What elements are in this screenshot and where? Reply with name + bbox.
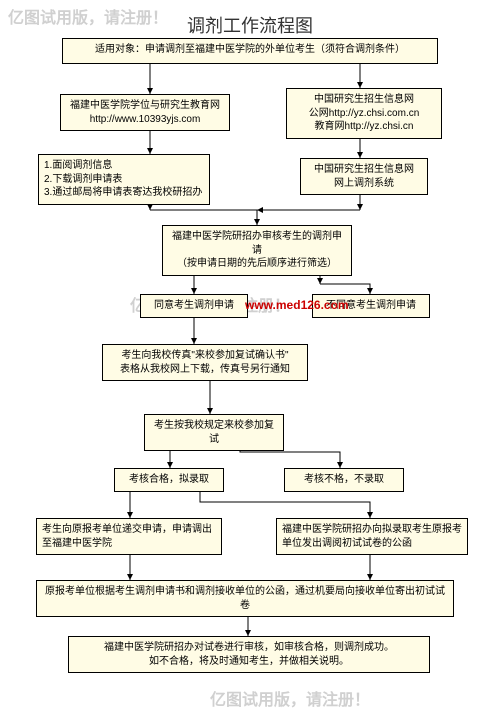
node-text: 考核不格，不录取 — [304, 474, 384, 485]
node-line: 福建中医学院学位与研究生教育网 — [66, 99, 224, 113]
node-reject: 不同意考生调剂申请 — [312, 294, 430, 318]
node-line: 3.通过邮局将申请表寄达我校研招办 — [44, 186, 204, 200]
node-line: 如不合格，将及时通知考生，并做相关说明。 — [74, 655, 424, 669]
node-line: （按申请日期的先后顺序进行筛选） — [168, 257, 346, 271]
node-pass: 考核合格，拟录取 — [114, 468, 224, 492]
node-line: 网上调剂系统 — [306, 177, 422, 191]
node-line: http://www.10393yjs.com — [66, 113, 224, 127]
node-line: 1.面阅调剂信息 — [44, 159, 204, 173]
node-apply-transfer: 考生向原报考单位递交申请，申请调出至福建中医学院 — [36, 518, 222, 555]
node-line: 表格从我校网上下载，传真号另行通知 — [108, 363, 302, 377]
node-line: 公网http://yz.chsi.com.cn — [292, 107, 436, 121]
node-line: 中国研究生招生信息网 — [306, 163, 422, 177]
node-approve: 同意考生调剂申请 — [140, 294, 248, 318]
node-request-papers: 福建中医学院研招办向拟录取考生原报考单位发出调阅初试试卷的公函 — [276, 518, 468, 555]
node-send-papers: 原报考单位根据考生调剂申请书和调剂接收单位的公函，通过机要局向接收单位寄出初试试… — [36, 580, 454, 617]
node-text: 考生按我校规定来校参加复试 — [154, 420, 274, 445]
node-text: 不同意考生调剂申请 — [326, 300, 416, 311]
node-text: 原报考单位根据考生调剂申请书和调剂接收单位的公函，通过机要局向接收单位寄出初试试… — [45, 586, 445, 611]
node-line: 福建中医学院研招办对试卷进行审核，如审核合格，则调剂成功。 — [74, 641, 424, 655]
node-line: 中国研究生招生信息网 — [292, 93, 436, 107]
node-line: 考生向我校传真"来校参加复试确认书" — [108, 349, 302, 363]
node-text: 适用对象：申请调剂至福建中医学院的外单位考生（须符合调剂条件） — [95, 44, 405, 55]
node-retest: 考生按我校规定来校参加复试 — [144, 414, 284, 451]
node-text: 福建中医学院研招办向拟录取考生原报考单位发出调阅初试试卷的公函 — [282, 524, 462, 549]
node-fjtcm-site: 福建中医学院学位与研究生教育网 http://www.10393yjs.com — [60, 94, 230, 131]
node-review: 福建中医学院研招办审核考生的调剂申请 （按申请日期的先后顺序进行筛选） — [162, 225, 352, 276]
node-text: 考生向原报考单位递交申请，申请调出至福建中医学院 — [42, 524, 212, 549]
node-fail: 考核不格，不录取 — [284, 468, 404, 492]
page-title: 调剂工作流程图 — [0, 12, 500, 38]
node-steps: 1.面阅调剂信息 2.下载调剂申请表 3.通过邮局将申请表寄达我校研招办 — [38, 154, 210, 205]
node-text: 考核合格，拟录取 — [129, 474, 209, 485]
node-line: 福建中医学院研招办审核考生的调剂申请 — [168, 230, 346, 257]
node-fax: 考生向我校传真"来校参加复试确认书" 表格从我校网上下载，传真号另行通知 — [102, 344, 308, 381]
node-scope: 适用对象：申请调剂至福建中医学院的外单位考生（须符合调剂条件） — [62, 38, 438, 64]
node-text: 同意考生调剂申请 — [154, 300, 234, 311]
node-final: 福建中医学院研招办对试卷进行审核，如审核合格，则调剂成功。 如不合格，将及时通知… — [68, 636, 430, 673]
node-line: 2.下载调剂申请表 — [44, 173, 204, 187]
node-chsi-site: 中国研究生招生信息网 公网http://yz.chsi.com.cn 教育网ht… — [286, 88, 442, 139]
node-online-system: 中国研究生招生信息网 网上调剂系统 — [300, 158, 428, 195]
node-line: 教育网http://yz.chsi.cn — [292, 120, 436, 134]
